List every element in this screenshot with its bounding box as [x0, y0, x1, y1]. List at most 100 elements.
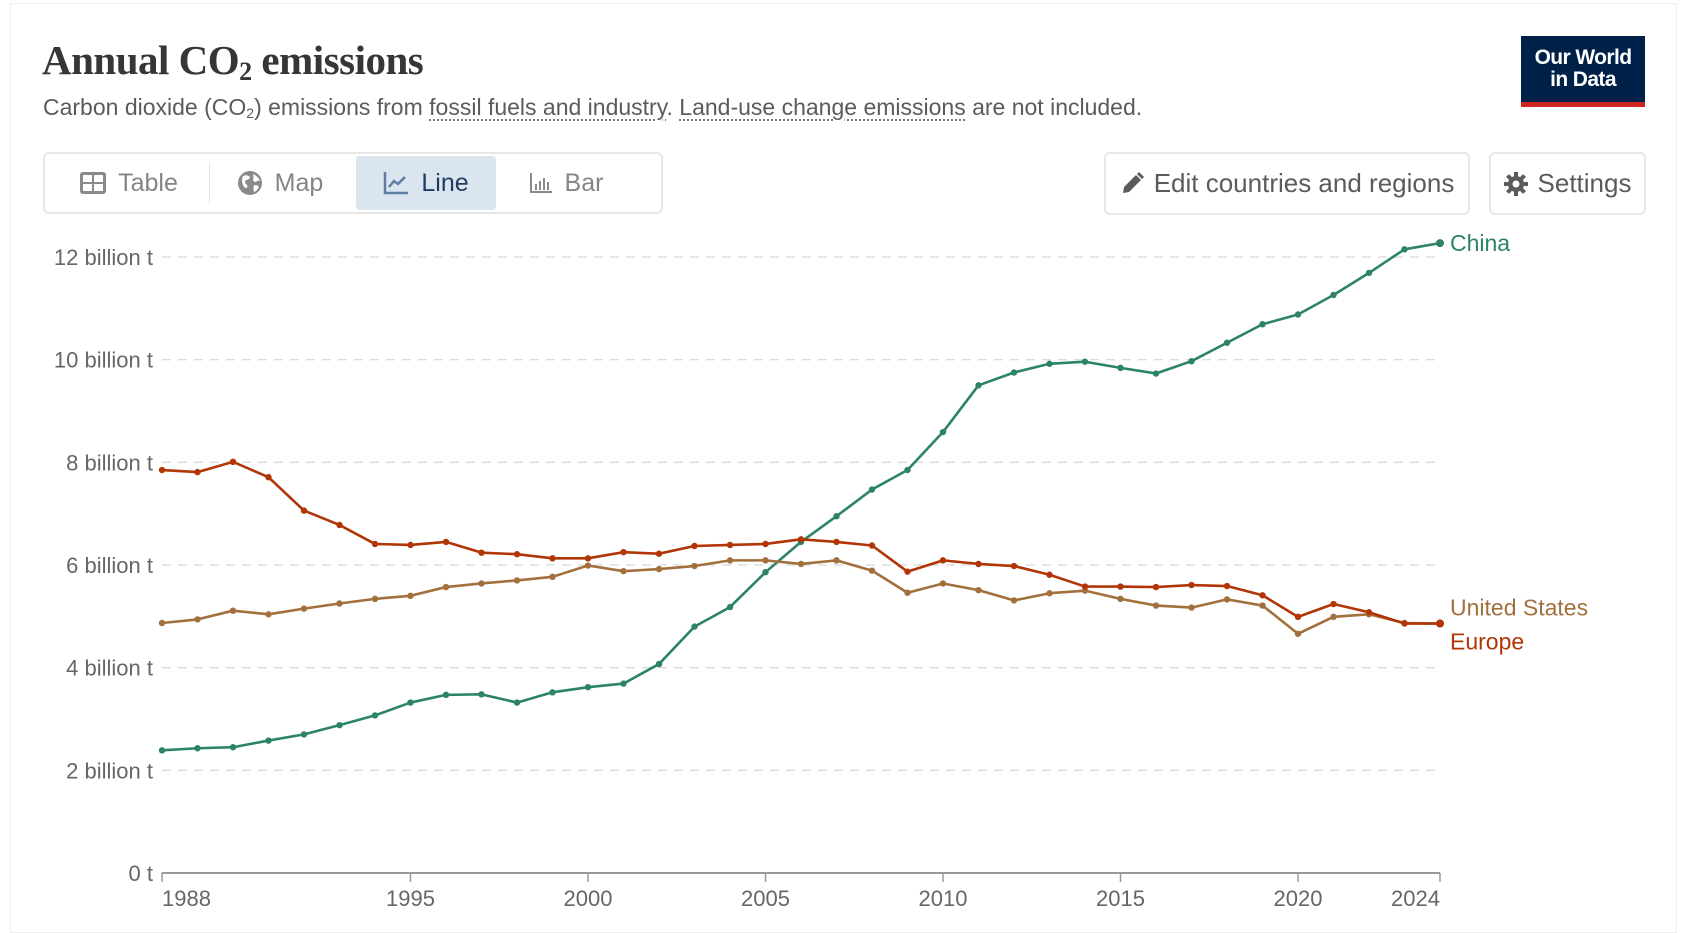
data-point-united-states — [194, 616, 201, 623]
data-point-europe — [158, 466, 166, 474]
data-point-china — [1188, 358, 1195, 365]
data-point-united-states — [1294, 630, 1302, 637]
data-point-united-states — [158, 619, 166, 627]
x-tick-label: 2024 — [1391, 886, 1440, 911]
data-point-europe — [371, 540, 379, 548]
data-point-united-states — [336, 600, 343, 607]
data-point-united-states — [762, 557, 769, 564]
y-tick-label: 8 billion t — [66, 450, 153, 475]
data-point-china — [762, 568, 769, 576]
y-tick-label: 6 billion t — [66, 553, 153, 578]
data-point-china — [620, 680, 627, 687]
data-point-europe — [407, 541, 414, 549]
logo-line-1: Our World — [1534, 46, 1632, 69]
series-label-china[interactable]: China — [1450, 230, 1510, 256]
data-point-china — [1365, 269, 1373, 277]
subtitle-subscript: 2 — [246, 105, 255, 121]
data-point-europe — [442, 538, 450, 546]
series-label-europe[interactable]: Europe — [1450, 629, 1524, 655]
data-point-europe — [904, 568, 911, 575]
data-point-europe — [691, 542, 698, 550]
data-point-china — [442, 691, 450, 699]
settings-button[interactable]: Settings — [1489, 152, 1646, 215]
data-point-united-states — [513, 577, 521, 584]
y-tick-label: 2 billion t — [66, 758, 153, 783]
data-point-europe — [1330, 600, 1337, 608]
tab-line[interactable]: Line — [356, 156, 496, 210]
chart-title: Annual CO2 emissions — [42, 36, 424, 85]
data-point-china — [1330, 291, 1337, 299]
data-point-china — [1294, 311, 1302, 318]
data-point-china — [655, 660, 663, 668]
data-point-europe — [1081, 583, 1089, 590]
data-point-europe — [549, 555, 556, 562]
data-point-europe — [478, 549, 485, 556]
data-point-united-states — [549, 573, 556, 581]
data-point-china — [371, 712, 379, 719]
data-point-united-states — [371, 595, 379, 603]
data-point-united-states — [1259, 602, 1266, 609]
data-point-europe — [939, 557, 947, 564]
data-point-europe — [620, 548, 627, 556]
data-point-china — [584, 683, 592, 691]
data-point-united-states — [726, 557, 734, 564]
tab-map[interactable]: Map — [210, 156, 350, 210]
chart-type-tabs: Table Map Line Bar — [43, 152, 663, 214]
data-point-europe — [833, 538, 840, 546]
data-point-china — [336, 721, 343, 729]
y-tick-label: 10 billion t — [54, 348, 153, 373]
data-point-united-states — [229, 607, 237, 614]
data-point-europe — [797, 536, 805, 543]
data-point-united-states — [868, 567, 876, 574]
data-point-china — [194, 745, 201, 752]
x-tick-label: 1995 — [386, 886, 435, 911]
table-icon — [80, 172, 107, 194]
y-tick-label: 12 billion t — [54, 245, 153, 270]
edit-countries-label: Edit countries and regions — [1153, 168, 1455, 198]
x-tick-label: 2010 — [919, 886, 968, 911]
x-tick-label: 2020 — [1274, 886, 1323, 911]
edit-countries-button[interactable]: Edit countries and regions — [1104, 152, 1470, 215]
x-tick-label: 2015 — [1096, 886, 1145, 911]
data-point-china — [1436, 239, 1444, 248]
tab-table[interactable]: Table — [49, 156, 209, 210]
data-point-china — [691, 623, 698, 630]
data-point-china — [939, 428, 947, 436]
data-point-united-states — [939, 580, 947, 587]
pencil-icon — [1122, 171, 1144, 193]
tab-bar[interactable]: Bar — [496, 156, 636, 210]
data-point-china — [904, 466, 911, 474]
data-point-europe — [1259, 592, 1266, 599]
tab-divider — [209, 163, 210, 203]
owid-logo[interactable]: Our World in Data — [1521, 36, 1645, 107]
tab-label: Bar — [564, 168, 604, 197]
data-point-united-states — [1117, 595, 1124, 603]
data-point-united-states — [975, 586, 982, 594]
data-point-china — [549, 689, 556, 696]
globe-icon — [237, 171, 262, 195]
data-point-china — [513, 699, 521, 706]
data-point-united-states — [1330, 613, 1337, 621]
data-point-china — [1223, 339, 1231, 346]
data-point-europe — [1188, 581, 1195, 589]
series-label-united-states[interactable]: United States — [1450, 595, 1588, 621]
data-point-europe — [194, 468, 201, 476]
data-point-europe — [1046, 571, 1053, 578]
tab-label: Map — [274, 168, 324, 197]
data-point-china — [1401, 246, 1408, 253]
data-point-europe — [229, 458, 237, 466]
logo-line-2: in Data — [1550, 68, 1616, 91]
data-point-united-states — [1010, 597, 1018, 604]
bar-chart-icon — [529, 173, 552, 193]
gear-icon — [1503, 171, 1528, 196]
settings-label: Settings — [1537, 168, 1632, 198]
data-point-china — [407, 699, 414, 706]
data-point-europe — [265, 474, 272, 481]
definition-link-fossil-fuels[interactable]: fossil fuels and industry — [429, 94, 667, 120]
y-tick-label: 0 t — [129, 861, 153, 886]
data-point-europe — [726, 541, 734, 549]
data-point-europe — [655, 550, 663, 557]
data-point-china — [1046, 360, 1053, 367]
definition-link-land-use[interactable]: Land-use change emissions — [679, 94, 966, 120]
